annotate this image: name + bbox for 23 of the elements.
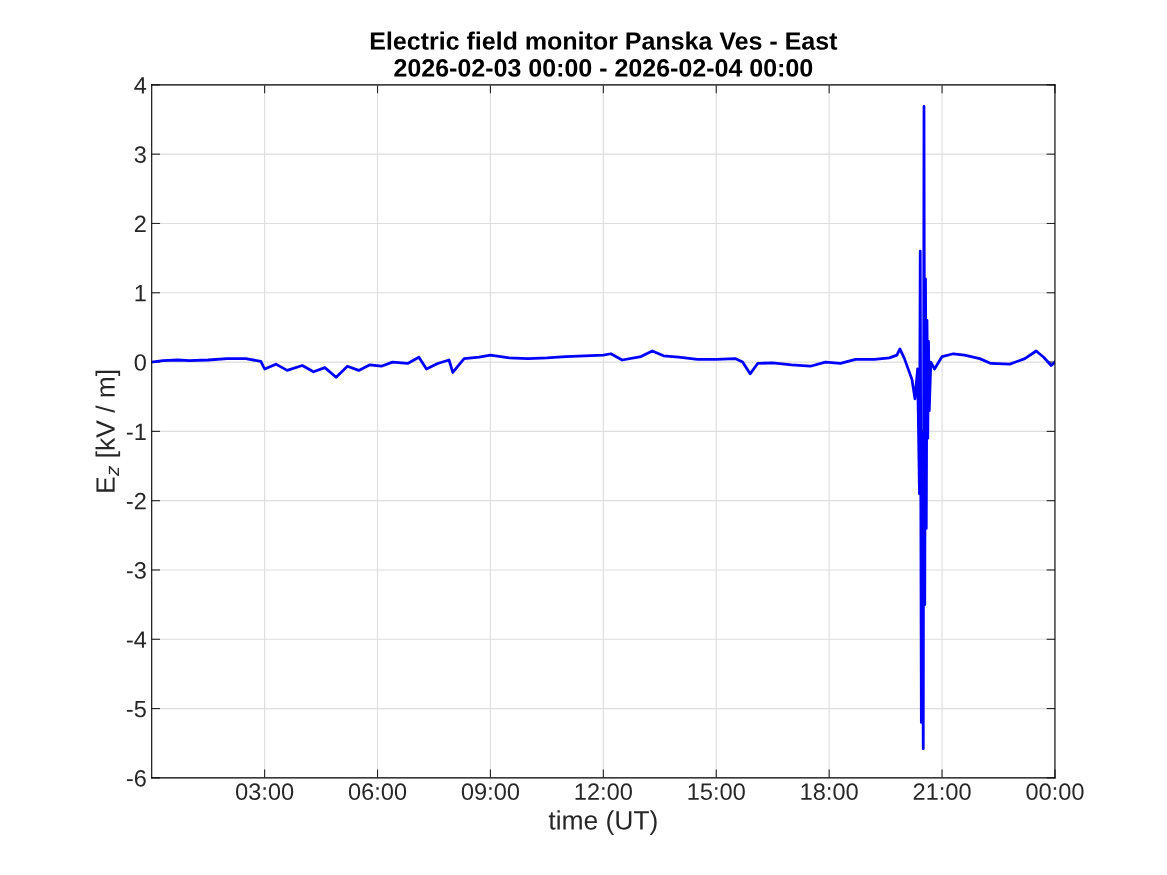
y-tick-label: 1	[135, 285, 146, 302]
y-tick-label: 4	[134, 77, 147, 94]
x-tick-label: 18:00	[801, 783, 858, 801]
x-axis-title: time (UT)	[548, 810, 657, 835]
y-tick-label: -2	[126, 492, 146, 510]
chart-title: Electric field monitor Panska Ves - East 2026-02-03 00:00 - 2026-02-04 00:00	[370, 31, 838, 77]
y-axis-title: E$_{z}$ [kV / m]	[95, 370, 121, 492]
y-tick-label: -6	[126, 769, 146, 787]
x-tick-label: 15:00	[688, 783, 745, 801]
y-tick-label: 3	[134, 146, 146, 163]
y-tick-label: -1	[126, 423, 146, 440]
y-tick-label: 0	[134, 354, 146, 371]
line-series	[151, 104, 1055, 751]
x-tick-label: 21:00	[913, 783, 971, 801]
x-tick-label: 12:00	[575, 783, 632, 801]
y-tick-label: -3	[126, 562, 146, 579]
y-tick-label: -4	[126, 631, 147, 648]
y-tick-label: -5	[126, 700, 146, 718]
x-tick-label: 06:00	[348, 783, 407, 801]
x-tick-label: 09:00	[461, 783, 520, 801]
y-tick-label: 2	[134, 215, 146, 233]
x-tick-label: 03:00	[236, 783, 294, 801]
x-tick-label: 00:00	[1026, 783, 1084, 801]
